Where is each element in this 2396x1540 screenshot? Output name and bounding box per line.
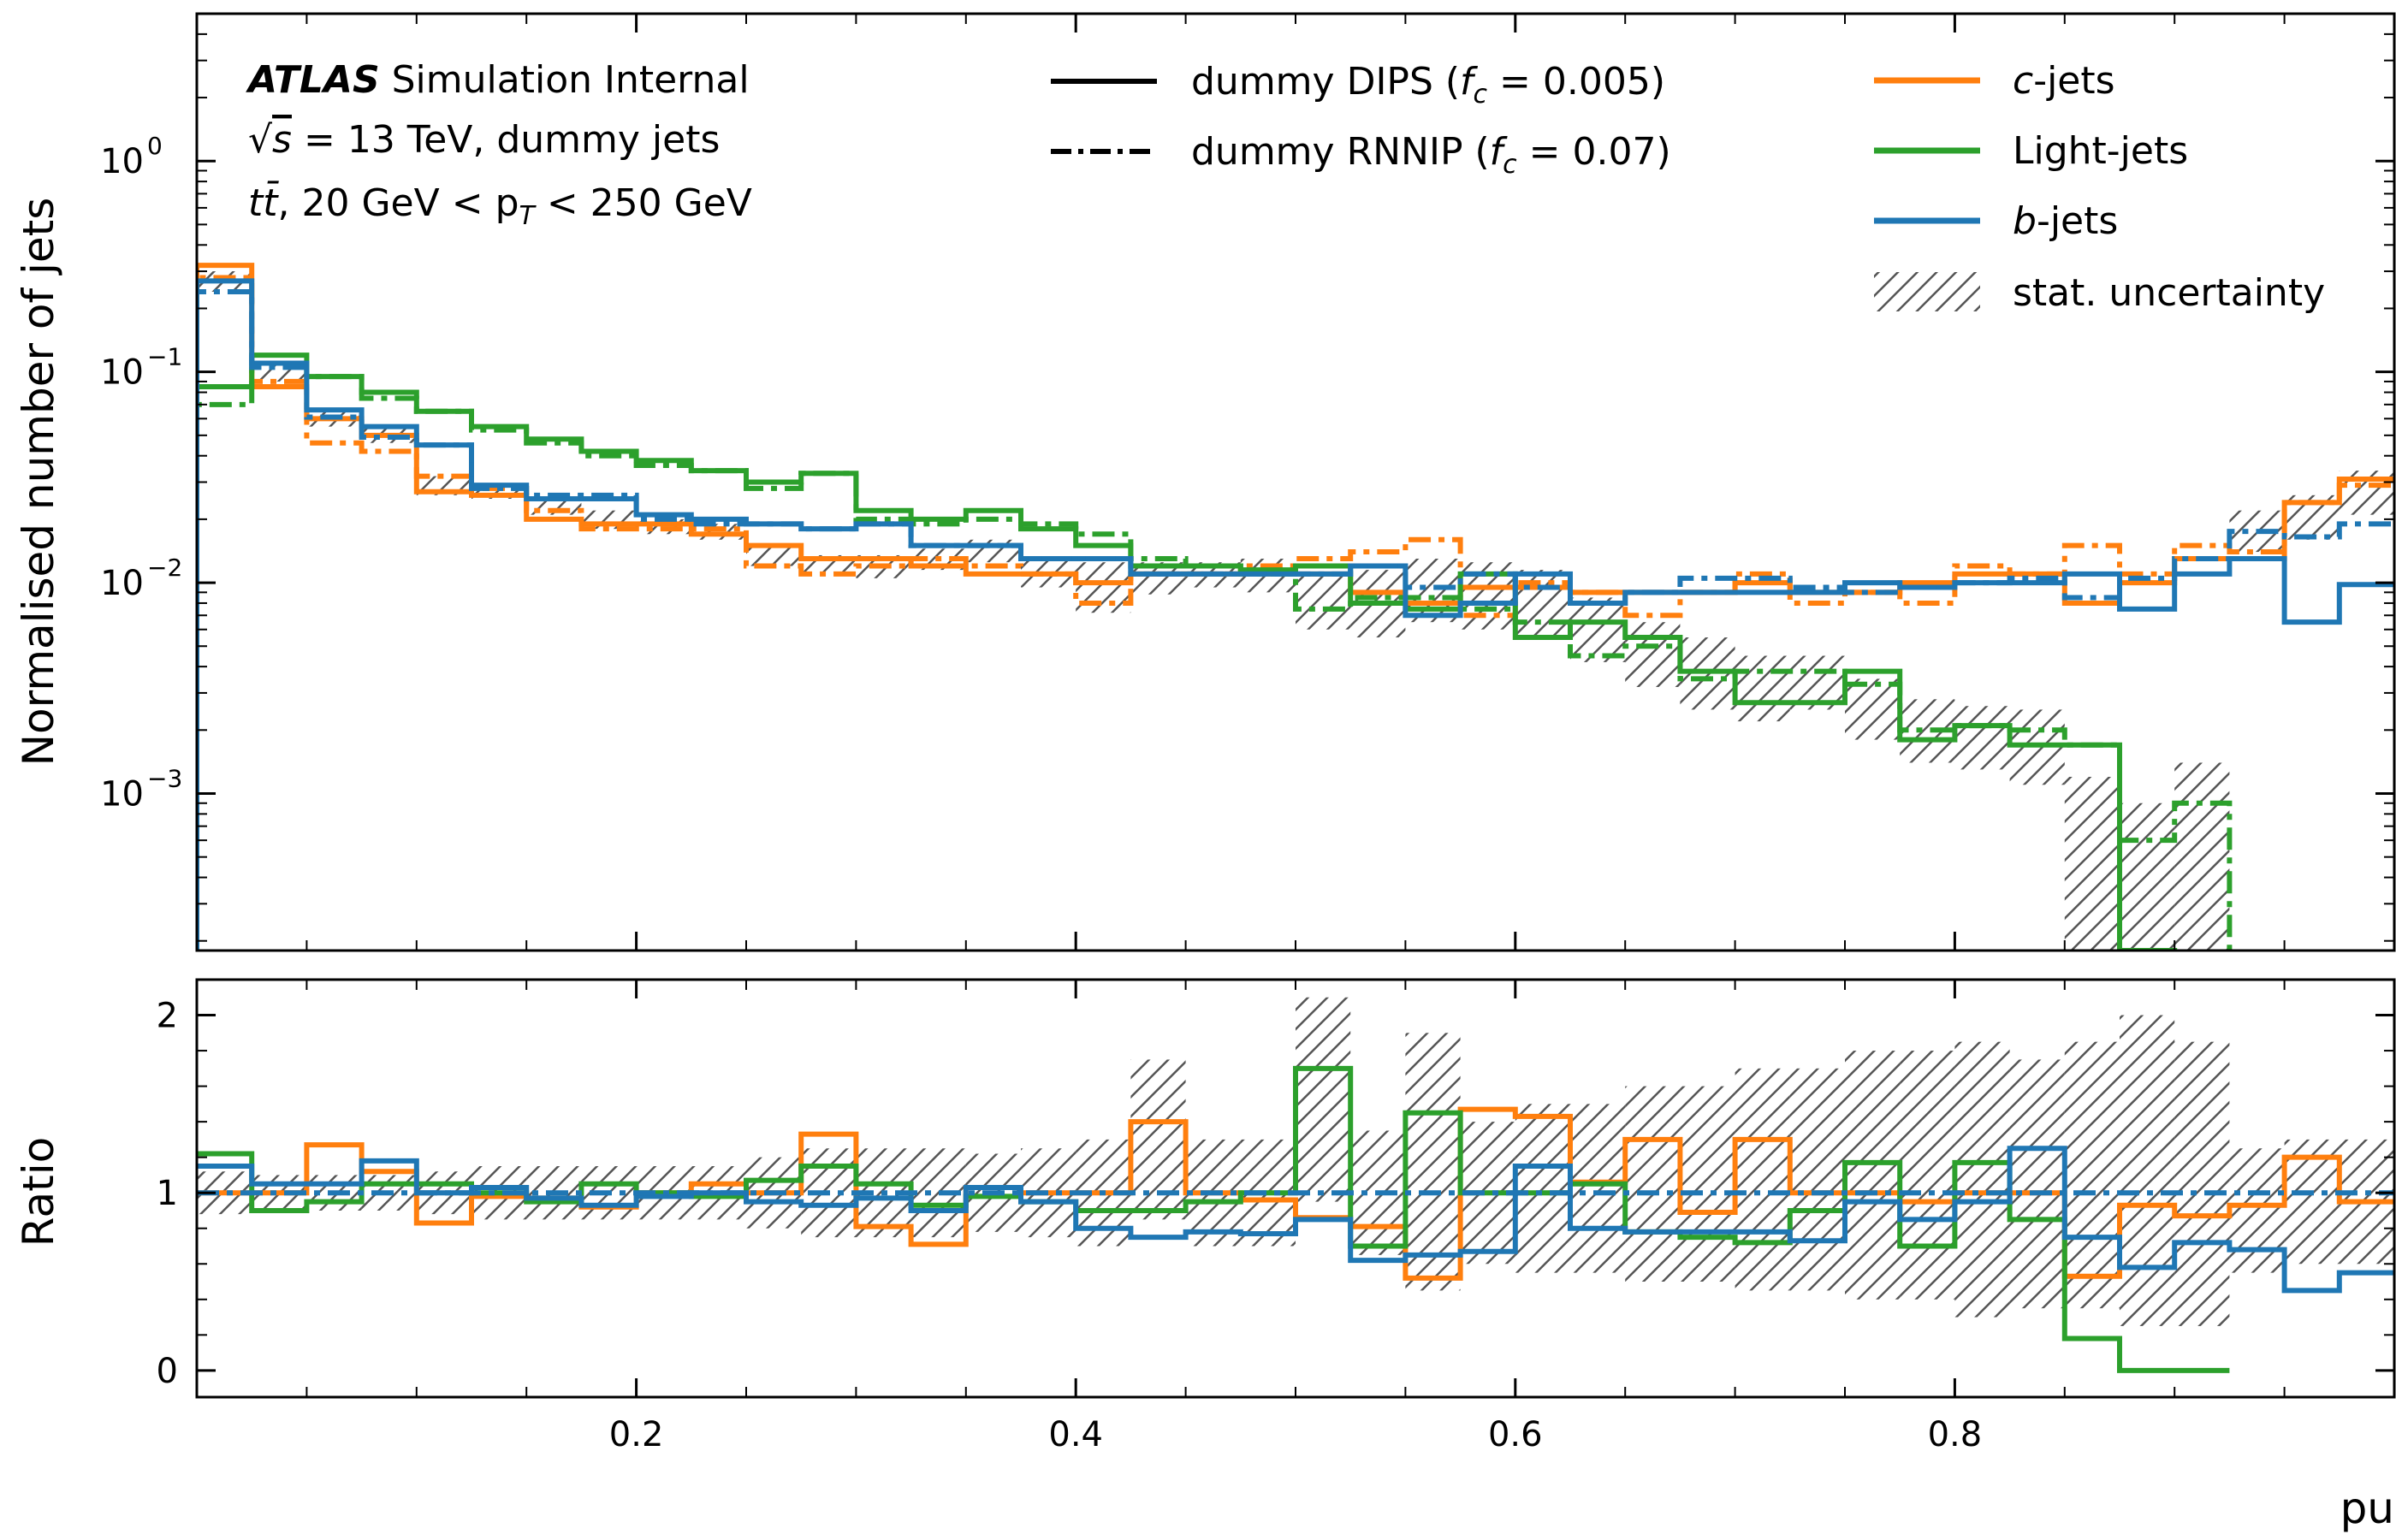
ratio-unc-bin [1625,1086,1681,1282]
ratio-unc-bin [1735,1068,1790,1291]
ratio-xlabel: pu [2340,1484,2394,1533]
ratio-ylabel: Ratio [14,1137,63,1247]
main-ylabel: Normalised number of jets [14,198,63,767]
ratio-xtick-label: 0.2 [609,1415,664,1454]
ratio-xtick-label: 0.4 [1048,1415,1103,1454]
main-unc-bin [1735,655,1790,722]
ratio-unc-bin [2120,1015,2175,1326]
main-unc-bin [1296,573,1351,630]
ratio-unc-bin [2009,1059,2065,1309]
ratio-unc-bin [2229,1148,2285,1273]
main-ytick-exp: −1 [147,343,182,371]
main-ytick-label: 10 [100,564,144,603]
ratio-unc-bin [1954,1041,2010,1318]
ratio-unc-bin [1405,1033,1461,1291]
atlas-label-line: ATLAS Simulation Internal [246,58,750,102]
ratio-ytick-label: 2 [157,997,178,1036]
main-unc-bin [1570,597,1626,662]
main-ytick-exp: −2 [147,554,182,582]
ratio-series-group [197,1065,2394,1373]
main-unc-bin [2064,776,2120,951]
energy-line: √s = 13 TeV, dummy jets [248,118,720,162]
ratio-uncertainty-band [197,997,2394,1326]
main-series-group [197,263,2394,951]
atlas-label: ATLAS [246,58,380,102]
legend-light-label: Light-jets [2013,129,2188,173]
legend-unc-label: stat. uncertainty [2013,271,2325,315]
legend-c-label: c-jets [2013,59,2115,103]
main-unc-bin [746,545,802,566]
ratio-xtick-label: 0.6 [1488,1415,1543,1454]
main-unc-bin [1625,622,1681,688]
atlas-suffix: Simulation Internal [380,58,750,102]
selection-line: tt̄, 20 GeV < pT < 250 GeV [248,180,752,231]
style-legend: dummy DIPS (fc = 0.005) dummy RNNIP (fc … [1051,60,1671,180]
ratio-panel: 0.2 0.4 0.6 0.8 0 1 2 Ratio pu [14,978,2396,1533]
ratio-unc-bin [1845,1051,1901,1300]
ratio-unc-bin [1680,1086,1735,1282]
ratio-unc-bin [1900,1051,1955,1300]
ratio-ticks: 0.2 0.4 0.6 0.8 0 1 2 [157,979,2394,1454]
ratio-ytick-label: 1 [157,1174,178,1213]
series-b-rnnip [197,288,2394,951]
ratio-unc-bin [1789,1068,1845,1291]
series-c-rnnip [197,275,2394,951]
main-ytick-exp: 0 [147,132,163,160]
main-unc-bin [2174,762,2230,951]
ratio-unc-bin [1130,1059,1186,1220]
main-ytick-exp: −3 [147,764,182,792]
series-light-rnnip [197,360,2233,951]
legend-b-label: b-jets [2013,199,2118,243]
legend-dips-label: dummy DIPS (fc = 0.005) [1191,60,1665,110]
main-unc-bin [1845,678,1901,740]
ratio-xtick-label: 0.8 [1928,1415,1983,1454]
main-ytick-label: 10 [100,774,144,814]
main-unc-bin [2120,803,2175,951]
legend-unc-patch [1874,272,1980,311]
ratio-unc-bin [2064,1041,2120,1309]
atlas-annotation: ATLAS Simulation Internal √s = 13 TeV, d… [246,58,752,231]
main-unc-bin [1405,558,1461,623]
main-ytick-label: 10 [100,353,144,393]
series-ratio-b [197,1146,2394,1294]
ratio-unc-bin [1296,997,1351,1202]
flavour-legend: c-jets Light-jets b-jets stat. uncertain… [1874,59,2325,315]
main-unc-bin [1954,706,2010,770]
series-ratio-light [197,1065,2230,1373]
ratio-unc-bin [2284,1139,2340,1265]
ratio-ytick-label: 0 [157,1352,178,1391]
ratio-unc-bin [1570,1104,1626,1273]
main-ytick-label: 10 [100,142,144,181]
ratio-unc-bin [1515,1104,1570,1273]
legend-rnnip-label: dummy RNNIP (fc = 0.07) [1191,130,1671,180]
main-unc-bin [1515,570,1570,638]
ratio-unc-bin [2174,1041,2230,1326]
